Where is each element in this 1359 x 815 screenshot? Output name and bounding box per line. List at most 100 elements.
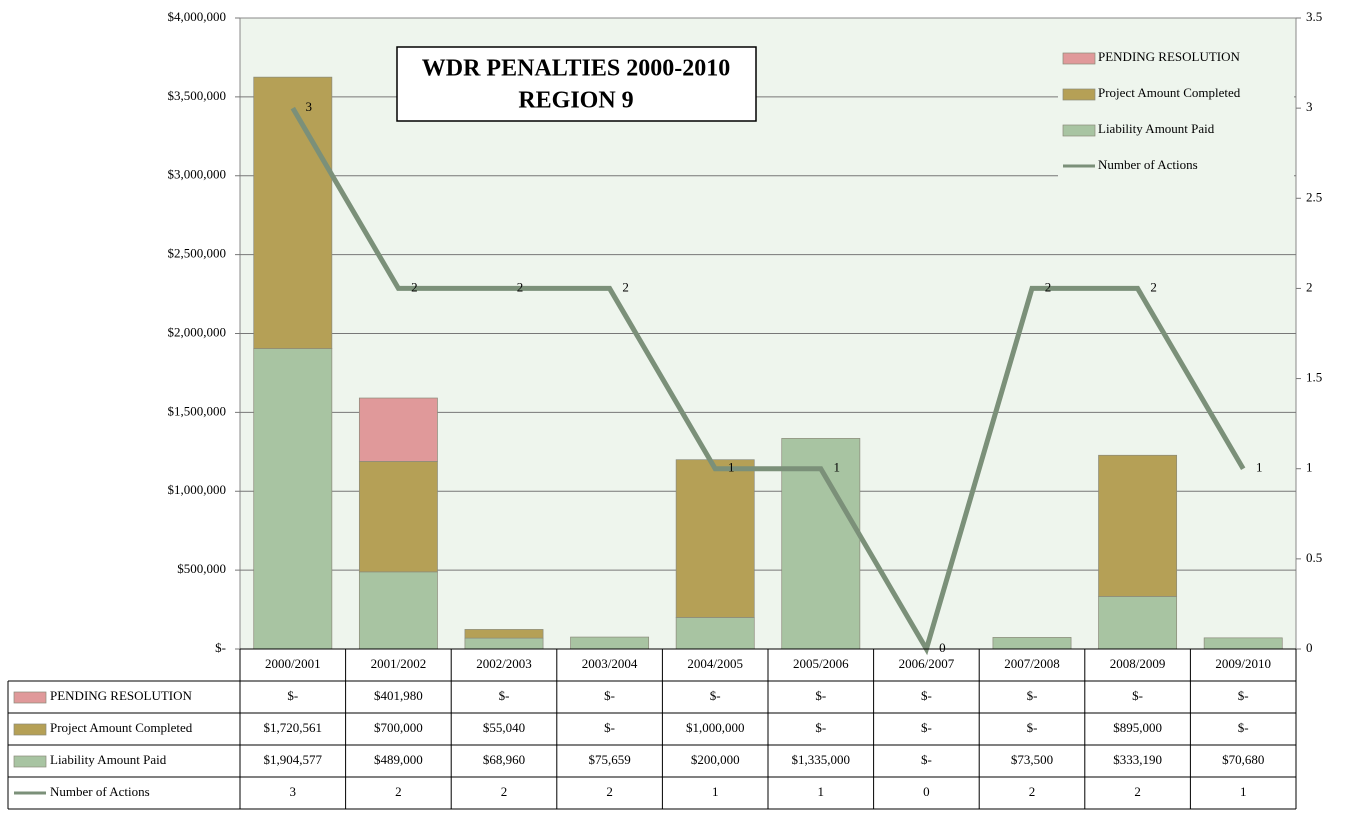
x-tick-label: 2008/2009 <box>1110 656 1166 671</box>
y2-tick-label: 3 <box>1306 99 1313 114</box>
bar <box>464 629 544 639</box>
table-row-label: Project Amount Completed <box>50 720 193 735</box>
table-cell: 2 <box>1134 784 1141 799</box>
table-cell: $- <box>921 688 932 703</box>
title-box <box>396 46 757 122</box>
table-cell: $895,000 <box>1113 720 1162 735</box>
y2-tick-label: 2.5 <box>1306 189 1322 204</box>
x-tick-label: 2004/2005 <box>687 656 743 671</box>
table-cell: $1,720,561 <box>264 720 323 735</box>
legend-label: Project Amount Completed <box>1098 85 1241 100</box>
table-cell: $75,659 <box>588 752 630 767</box>
chart-title: WDR PENALTIES 2000-2010 <box>422 56 731 82</box>
table-cell: 3 <box>290 784 297 799</box>
bar <box>992 637 1072 650</box>
bar <box>358 397 438 462</box>
data-label: 2 <box>622 279 629 294</box>
legend-swatch <box>1062 52 1096 65</box>
data-label: 2 <box>411 279 418 294</box>
y-tick-label: $4,000,000 <box>168 9 227 24</box>
y2-tick-label: 2 <box>1306 279 1313 294</box>
table-legend-swatch <box>13 691 47 704</box>
bar <box>358 571 438 650</box>
table-cell: $73,500 <box>1011 752 1053 767</box>
table-cell: 2 <box>501 784 508 799</box>
y-tick-label: $1,000,000 <box>168 482 227 497</box>
data-label: 1 <box>834 460 841 475</box>
y2-tick-label: 3.5 <box>1306 9 1322 24</box>
table-cell: $- <box>921 720 932 735</box>
table-cell: $- <box>815 688 826 703</box>
table-cell: $1,904,577 <box>264 752 323 767</box>
bar <box>253 348 333 650</box>
table-cell: $- <box>1238 688 1249 703</box>
table-legend-swatch <box>13 755 47 768</box>
x-tick-label: 2001/2002 <box>371 656 427 671</box>
table-row-label: PENDING RESOLUTION <box>50 688 193 703</box>
table-row-label: Number of Actions <box>50 784 150 799</box>
data-label: 3 <box>306 99 313 114</box>
bar <box>1098 596 1178 650</box>
table-cell: $- <box>604 720 615 735</box>
table-cell: $- <box>287 688 298 703</box>
table-cell: $- <box>921 752 932 767</box>
legend-label: Number of Actions <box>1098 157 1198 172</box>
table-cell: 1 <box>1240 784 1247 799</box>
legend-label: PENDING RESOLUTION <box>1098 49 1241 64</box>
legend-swatch <box>1062 88 1096 101</box>
table-cell: 1 <box>712 784 719 799</box>
x-tick-label: 2005/2006 <box>793 656 849 671</box>
data-label: 1 <box>728 460 735 475</box>
data-label: 0 <box>939 640 946 655</box>
table-cell: $700,000 <box>374 720 423 735</box>
y-tick-label: $3,000,000 <box>168 167 227 182</box>
x-tick-label: 2006/2007 <box>899 656 955 671</box>
y-tick-label: $500,000 <box>177 561 226 576</box>
bar <box>253 76 333 349</box>
bar <box>1203 637 1283 650</box>
bar <box>675 617 755 650</box>
table-cell: 1 <box>818 784 825 799</box>
x-tick-label: 2002/2003 <box>476 656 532 671</box>
table-cell: $- <box>604 688 615 703</box>
table-cell: 2 <box>1029 784 1036 799</box>
data-label: 2 <box>517 279 524 294</box>
y-tick-label: $2,000,000 <box>168 324 227 339</box>
table-cell: $- <box>1238 720 1249 735</box>
y-tick-label: $- <box>215 640 226 655</box>
bar <box>675 459 755 618</box>
table-cell: $- <box>499 688 510 703</box>
bar <box>358 461 438 573</box>
table-cell: 2 <box>606 784 613 799</box>
line-series <box>290 106 1246 656</box>
bar <box>570 636 650 650</box>
y-tick-label: $3,500,000 <box>168 88 227 103</box>
data-label: 1 <box>1256 460 1263 475</box>
table-cell: $- <box>1132 688 1143 703</box>
table-cell: $333,190 <box>1113 752 1162 767</box>
bar <box>1098 454 1178 597</box>
table-cell: $489,000 <box>374 752 423 767</box>
y2-tick-label: 0 <box>1306 640 1313 655</box>
table-cell: 0 <box>923 784 930 799</box>
legend-label: Liability Amount Paid <box>1098 121 1215 136</box>
y2-tick-label: 0.5 <box>1306 550 1322 565</box>
table-cell: $70,680 <box>1222 752 1264 767</box>
table-cell: $- <box>710 688 721 703</box>
data-label: 2 <box>1150 279 1157 294</box>
table-cell: $200,000 <box>691 752 740 767</box>
y-tick-label: $2,500,000 <box>168 246 227 261</box>
table-cell: $1,000,000 <box>686 720 745 735</box>
x-tick-label: 2007/2008 <box>1004 656 1060 671</box>
bar <box>464 637 544 650</box>
x-tick-label: 2000/2001 <box>265 656 321 671</box>
table-cell: $55,040 <box>483 720 525 735</box>
table-cell: $- <box>1027 720 1038 735</box>
table-cell: $- <box>1027 688 1038 703</box>
table-cell: $- <box>815 720 826 735</box>
table-cell: $401,980 <box>374 688 423 703</box>
table-cell: $68,960 <box>483 752 525 767</box>
chart-subtitle: REGION 9 <box>518 88 633 114</box>
